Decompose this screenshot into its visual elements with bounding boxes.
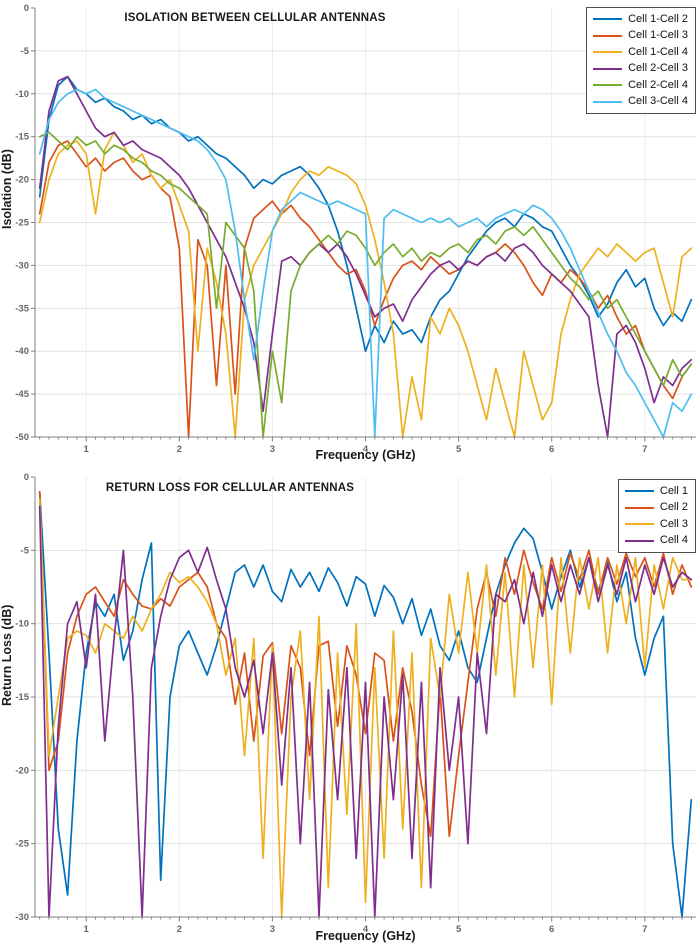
- x-tick-label: 6: [549, 444, 554, 455]
- legend-item: Cell 3-Cell 4: [593, 94, 688, 111]
- y-tick-label: -5: [21, 545, 30, 556]
- legend-label: Cell 4: [659, 534, 688, 547]
- y-tick-label: -25: [15, 218, 29, 229]
- x-tick-label: 4: [363, 444, 369, 455]
- y-tick-label: -10: [15, 619, 29, 630]
- legend-line-swatch: [593, 51, 623, 54]
- legend-label: Cell 1: [659, 484, 688, 497]
- x-tick-label: 7: [642, 444, 647, 455]
- return-loss-plot-canvas: 1 2 3 4 5 6 7 0 -5 -10 -15 -20 -25 -30: [15, 472, 696, 935]
- y-axis-label: Isolation (dB): [0, 149, 14, 229]
- legend-label: Cell 1-Cell 3: [628, 29, 688, 42]
- y-tick-label: -40: [15, 346, 29, 357]
- x-tick-label: 5: [456, 444, 462, 455]
- isolation-plot-canvas: 1 2 3 4 5 6 7 0 -5 -10 -15 -20 -25 -30 -35 -40 -45 -50: [15, 3, 696, 455]
- y-tick-label: -15: [15, 692, 29, 703]
- legend-label: Cell 3-Cell 4: [628, 95, 688, 108]
- series-line: [38, 505, 693, 917]
- y-tick-label: 0: [24, 3, 29, 14]
- legend-line-swatch: [593, 67, 623, 70]
- y-axis-label: Return Loss (dB): [0, 604, 14, 706]
- y-tick-label: -30: [15, 912, 29, 923]
- x-tick-label: 5: [456, 924, 462, 935]
- legend-line-swatch: [624, 539, 654, 542]
- x-tick-label: 3: [270, 444, 275, 455]
- x-axis-label: Frequency (GHz): [315, 448, 416, 462]
- legend-line-swatch: [593, 84, 623, 87]
- legend-label: Cell 1-Cell 4: [628, 45, 688, 58]
- series-line: [38, 75, 693, 437]
- legend-label: Cell 1-Cell 2: [628, 12, 688, 25]
- y-tick-label: -45: [15, 389, 29, 400]
- chart-title: RETURN LOSS FOR CELLULAR ANTENNAS: [105, 482, 355, 494]
- x-tick-label: 1: [84, 924, 90, 935]
- legend-line-swatch: [593, 18, 623, 21]
- y-tick-label: -20: [15, 175, 29, 186]
- x-tick-label: 6: [549, 924, 554, 935]
- legend: Cell 1-Cell 2 Cell 1-Cell 3 Cell 1-Cell 4 C…: [586, 7, 696, 114]
- legend-item: Cell 1-Cell 2: [593, 11, 688, 28]
- y-tick-label: -35: [15, 303, 29, 314]
- legend-label: Cell 2-Cell 4: [628, 78, 688, 91]
- series-line: [38, 88, 693, 437]
- x-tick-label: 4: [363, 924, 369, 935]
- legend-label: Cell 2: [659, 501, 688, 514]
- series-line: [38, 498, 693, 917]
- legend-item: Cell 4: [624, 533, 688, 550]
- series-lines: [38, 75, 693, 437]
- legend-item: Cell 1-Cell 4: [593, 44, 688, 61]
- x-tick-label: 2: [177, 444, 182, 455]
- series-lines: [38, 490, 693, 917]
- legend-item: Cell 1: [624, 483, 688, 500]
- series-line: [38, 140, 693, 437]
- y-tick-label: -5: [21, 46, 30, 57]
- y-tick-label: -25: [15, 839, 29, 850]
- legend-label: Cell 3: [659, 517, 688, 530]
- y-tick-label: -30: [15, 260, 29, 271]
- x-tick-label: 3: [270, 924, 275, 935]
- x-tick-label: 1: [84, 444, 90, 455]
- y-tick-label: 0: [24, 472, 29, 483]
- legend: Cell 1 Cell 2 Cell 3 Cell 4: [617, 479, 696, 553]
- x-axis-label: Frequency (GHz): [315, 929, 416, 943]
- axes: 1 2 3 4 5 6 7 0 -5 -10 -15 -20 -25 -30 -35 -40 -45 -50: [15, 3, 696, 455]
- legend-item: Cell 2-Cell 3: [593, 61, 688, 78]
- legend-line-swatch: [624, 490, 654, 493]
- series-line: [38, 490, 693, 838]
- series-line: [38, 131, 693, 437]
- return-loss-chart: 1 2 3 4 5 6 7 0 -5 -10 -15 -20 -25 -30 RETURN LOSS FO…: [0, 465, 698, 950]
- legend-item: Cell 2-Cell 4: [593, 77, 688, 94]
- x-tick-label: 7: [642, 924, 647, 935]
- legend-line-swatch: [624, 506, 654, 509]
- legend-item: Cell 1-Cell 3: [593, 28, 688, 45]
- y-tick-label: -10: [15, 89, 29, 100]
- chart-title: ISOLATION BETWEEN CELLULAR ANTENNAS: [124, 12, 386, 24]
- legend-line-swatch: [624, 523, 654, 526]
- y-tick-label: -15: [15, 132, 29, 143]
- legend-line-swatch: [593, 100, 623, 103]
- y-tick-label: -20: [15, 765, 29, 776]
- isolation-chart: 1 2 3 4 5 6 7 0 -5 -10 -15 -20 -25 -30 -35 -40 -45 -50 IS…: [0, 0, 698, 465]
- axes: 1 2 3 4 5 6 7 0 -5 -10 -15 -20 -25 -30: [15, 472, 696, 935]
- legend-item: Cell 3: [624, 516, 688, 533]
- legend-label: Cell 2-Cell 3: [628, 62, 688, 75]
- legend-line-swatch: [593, 34, 623, 37]
- legend-item: Cell 2: [624, 500, 688, 517]
- y-tick-label: -50: [15, 432, 29, 443]
- x-tick-label: 2: [177, 924, 182, 935]
